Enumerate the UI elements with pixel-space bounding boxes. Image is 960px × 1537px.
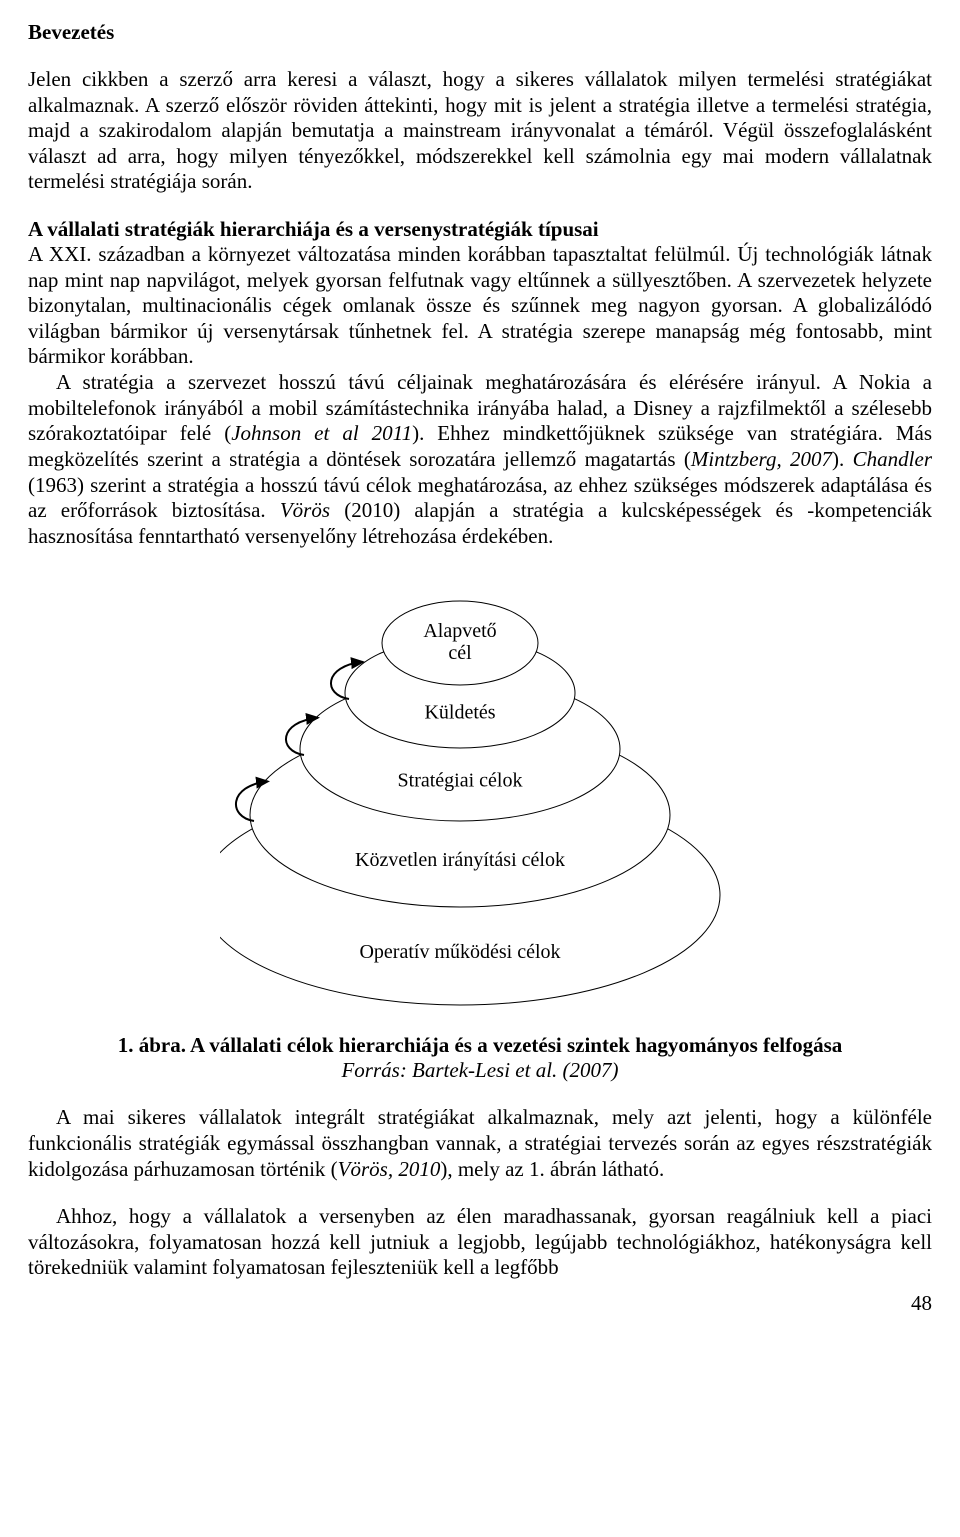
citation: Mintzberg, 2007	[691, 447, 832, 471]
page: Bevezetés Jelen cikkben a szerző arra ke…	[0, 0, 960, 1336]
paragraph-body-3: A mai sikeres vállalatok integrált strat…	[28, 1105, 932, 1182]
text-run: ), mely az 1. ábrán látható.	[440, 1157, 664, 1181]
hierarchy-svg: Alapvetőcél Küldetés Stratégiai célok Közve…	[220, 589, 740, 1009]
citation: Chandler	[853, 447, 932, 471]
hierarchy-label: Stratégiai célok	[398, 770, 523, 792]
section-subheading: A vállalati stratégiák hierarchiája és a…	[28, 217, 932, 242]
hierarchy-label: Operatív működési célok	[359, 941, 560, 963]
figure-caption-title: 1. ábra. A vállalati célok hierarchiája …	[118, 1033, 843, 1057]
paragraph-intro: Jelen cikkben a szerző arra keresi a vál…	[28, 67, 932, 195]
text-run: ).	[832, 447, 853, 471]
figure-caption-source: Forrás: Bartek-Lesi et al. (2007)	[28, 1058, 932, 1083]
citation: Vörös, 2010	[338, 1157, 441, 1181]
hierarchy-label: Alapvető	[423, 620, 496, 642]
section-heading: Bevezetés	[28, 20, 932, 45]
hierarchy-label: cél	[448, 642, 472, 664]
citation: Johnson et al 2011	[231, 421, 412, 445]
paragraph-body-4: Ahhoz, hogy a vállalatok a versenyben az…	[28, 1204, 932, 1281]
figure-hierarchy-diagram: Alapvetőcél Küldetés Stratégiai célok Közve…	[28, 589, 932, 1009]
paragraph-body-2: A stratégia a szervezet hosszú távú célj…	[28, 370, 932, 549]
hierarchy-label: Közvetlen irányítási célok	[355, 849, 565, 871]
paragraph-body-1: A XXI. században a környezet változatása…	[28, 242, 932, 370]
hierarchy-label: Küldetés	[424, 702, 495, 724]
figure-caption: 1. ábra. A vállalati célok hierarchiája …	[28, 1033, 932, 1083]
citation: Vörös	[280, 498, 330, 522]
page-number: 48	[28, 1291, 932, 1316]
